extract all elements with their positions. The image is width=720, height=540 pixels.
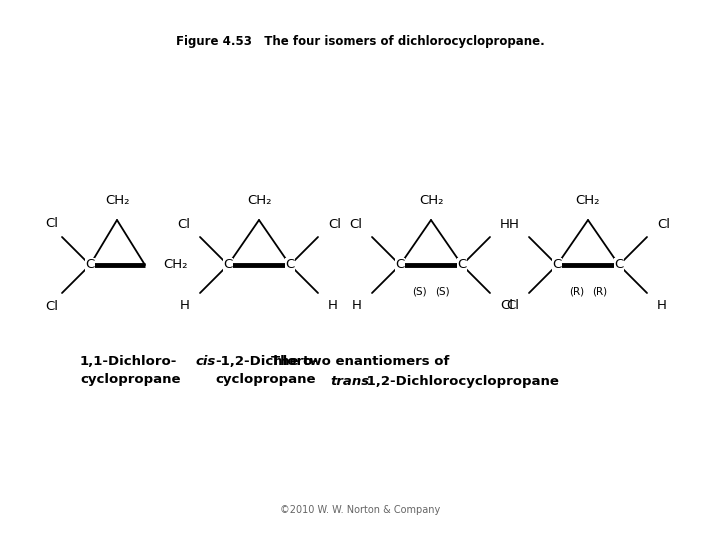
Text: The two enantiomers of: The two enantiomers of (271, 355, 449, 368)
Text: Cl: Cl (500, 299, 513, 312)
Text: Cl: Cl (657, 218, 670, 231)
Text: (S): (S) (412, 287, 427, 297)
Text: C: C (614, 259, 624, 272)
Text: Cl: Cl (45, 300, 58, 313)
Text: H: H (180, 299, 190, 312)
Text: -1,2-Dichloro-
cyclopropane: -1,2-Dichloro- cyclopropane (215, 355, 318, 386)
Text: C: C (223, 259, 233, 272)
Text: C: C (552, 259, 562, 272)
Text: H: H (509, 218, 519, 231)
Text: CH₂: CH₂ (163, 259, 187, 272)
Text: -1,2-Dichlorocyclopropane: -1,2-Dichlorocyclopropane (361, 375, 559, 388)
Text: CH₂: CH₂ (247, 194, 271, 207)
Text: H: H (500, 218, 510, 231)
Text: H: H (328, 299, 338, 312)
Text: H: H (352, 299, 362, 312)
Text: cis: cis (196, 355, 216, 368)
Text: Cl: Cl (177, 218, 190, 231)
Text: ©2010 W. W. Norton & Company: ©2010 W. W. Norton & Company (280, 505, 440, 515)
Text: H: H (657, 299, 667, 312)
Text: 1,1-Dichloro-
cyclopropane: 1,1-Dichloro- cyclopropane (80, 355, 181, 386)
Text: CH₂: CH₂ (104, 194, 130, 207)
Text: Cl: Cl (349, 218, 362, 231)
Text: trans: trans (330, 375, 369, 388)
Text: Cl: Cl (45, 217, 58, 230)
Text: Cl: Cl (506, 299, 519, 312)
Text: Figure 4.53   The four isomers of dichlorocyclopropane.: Figure 4.53 The four isomers of dichloro… (176, 36, 544, 49)
Text: C: C (457, 259, 467, 272)
Text: C: C (86, 259, 94, 272)
Text: C: C (285, 259, 294, 272)
Text: (R): (R) (569, 287, 584, 297)
Text: (R): (R) (592, 287, 607, 297)
Text: CH₂: CH₂ (419, 194, 444, 207)
Text: Cl: Cl (328, 218, 341, 231)
Text: CH₂: CH₂ (576, 194, 600, 207)
Text: C: C (395, 259, 405, 272)
Text: (S): (S) (436, 287, 450, 297)
